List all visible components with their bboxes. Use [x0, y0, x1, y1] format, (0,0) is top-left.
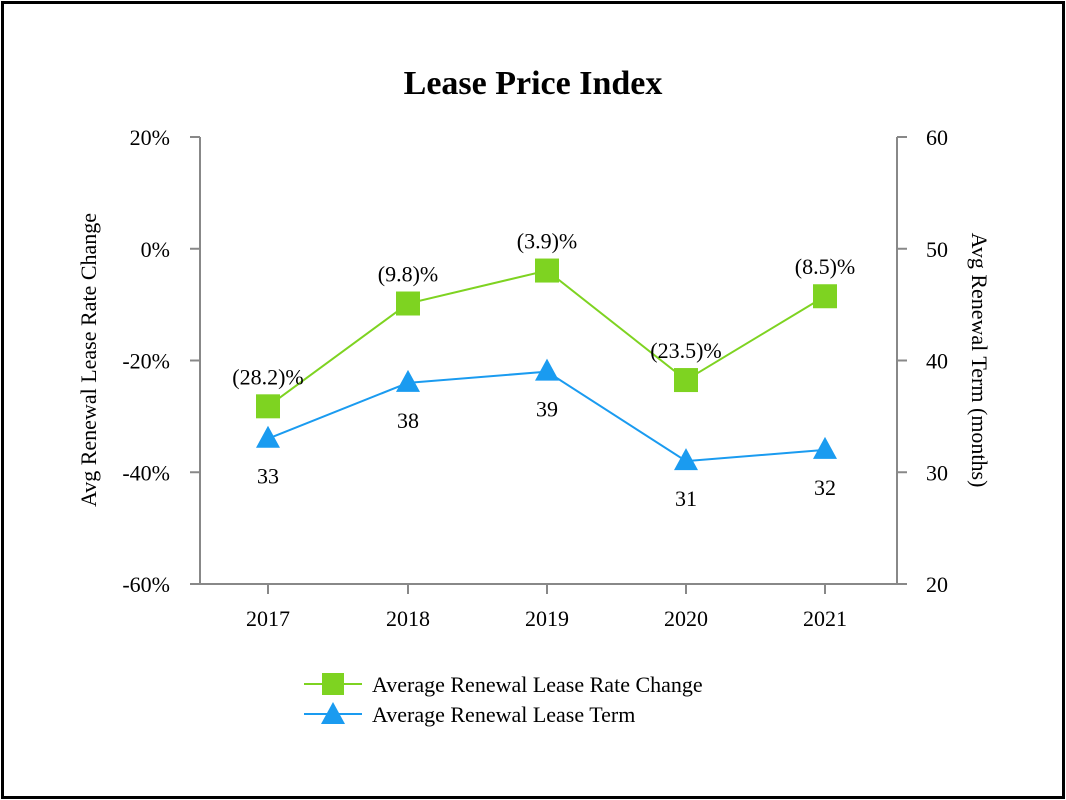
left-tick-label: 20%	[130, 125, 170, 150]
right-tick-label: 50	[926, 237, 948, 262]
rate-change-point	[674, 368, 698, 393]
lease-term-point	[535, 358, 559, 381]
legend-square-marker	[322, 673, 344, 695]
right-tick-label: 40	[926, 349, 948, 374]
left-tick-label: -20%	[122, 349, 170, 374]
chart-title: Lease Price Index	[404, 65, 663, 102]
legend: Average Renewal Lease Rate Change Average…	[304, 672, 703, 727]
legend-triangle-marker	[321, 702, 345, 724]
rate-change-data-label: (3.9)%	[517, 229, 577, 254]
x-tick-label: 2020	[664, 606, 708, 631]
left-tick-label: 0%	[141, 237, 170, 262]
rate-change-data-label: (8.5)%	[795, 254, 855, 279]
lease-term-point	[674, 448, 698, 471]
right-tick-label: 30	[926, 460, 948, 485]
lease-term-point	[256, 425, 280, 448]
left-tick-label: -40%	[122, 460, 170, 485]
rate-change-point	[396, 291, 420, 316]
rate-change-data-label: (23.5)%	[650, 338, 721, 363]
left-axis-title: Avg Renewal Lease Rate Change	[76, 213, 101, 507]
rate-change-point	[813, 284, 837, 309]
right-tick-label: 20	[926, 572, 948, 597]
lease-term-data-label: 39	[536, 397, 558, 422]
lease-term-data-label: 33	[257, 464, 279, 489]
rate-change-line	[267, 269, 826, 408]
rate-change-data-label: (9.8)%	[378, 262, 438, 287]
lease-term-data-label: 31	[675, 486, 697, 511]
lease-term-point	[396, 369, 420, 392]
x-tick-label: 2019	[525, 606, 569, 631]
lease-term-data-label: 38	[397, 408, 419, 433]
x-tick-label: 2017	[246, 606, 290, 631]
tick-labels: -60% -40% -20% 0% 20% 20 30 40 50 60 2017 2018 2019 2…	[122, 125, 948, 631]
rate-change-point	[256, 394, 280, 419]
x-tick-label: 2018	[386, 606, 430, 631]
right-axis-title: Avg Renewal Term (months)	[967, 233, 992, 488]
x-tick-label: 2021	[803, 606, 847, 631]
legend-term-label: Average Renewal Lease Term	[372, 702, 635, 727]
plot-area: (28.2)% (9.8)% (3.9)% (23.5)% (8.5)% 33 38 39 31…	[232, 229, 855, 512]
lease-term-point	[813, 436, 837, 459]
lease-term-data-label: 32	[814, 475, 836, 500]
right-tick-label: 60	[926, 125, 948, 150]
legend-rate-label: Average Renewal Lease Rate Change	[372, 672, 703, 697]
rate-change-data-label: (28.2)%	[232, 364, 303, 389]
left-tick-label: -60%	[122, 572, 170, 597]
rate-change-point	[535, 258, 559, 283]
axes	[190, 136, 907, 594]
